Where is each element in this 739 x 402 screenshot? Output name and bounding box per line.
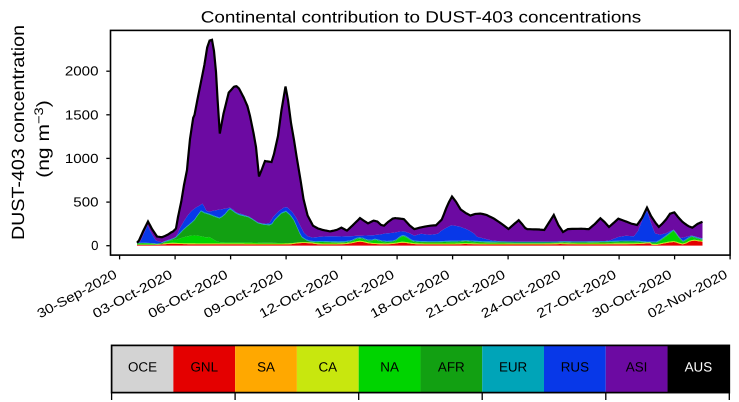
- svg-text:Continental contribution to DU: Continental contribution to DUST-403 con…: [201, 9, 642, 27]
- svg-text:0: 0: [91, 238, 98, 253]
- svg-text:RUS: RUS: [561, 360, 589, 375]
- svg-text:CA: CA: [318, 360, 337, 375]
- svg-text:NA: NA: [380, 360, 399, 375]
- svg-text:GNL: GNL: [191, 360, 219, 375]
- svg-text:AUS: AUS: [685, 360, 713, 375]
- svg-text:OCE: OCE: [128, 360, 157, 375]
- svg-text:AFR: AFR: [438, 360, 465, 375]
- svg-text:1000: 1000: [65, 151, 99, 166]
- svg-text:SA: SA: [257, 360, 275, 375]
- svg-text:EUR: EUR: [499, 360, 528, 375]
- svg-text:2000: 2000: [65, 64, 99, 79]
- svg-text:500: 500: [73, 195, 98, 210]
- svg-text:DUST-403 concentration: DUST-403 concentration: [8, 25, 28, 240]
- svg-text:1500: 1500: [65, 107, 99, 122]
- svg-text:ASI: ASI: [626, 360, 648, 375]
